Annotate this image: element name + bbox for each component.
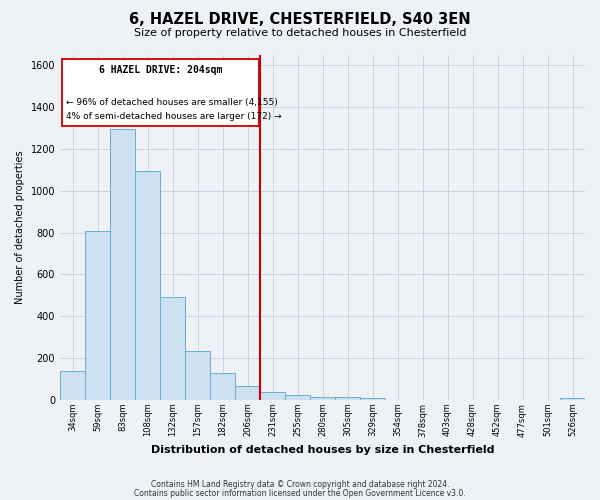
Text: ← 96% of detached houses are smaller (4,155): ← 96% of detached houses are smaller (4,…: [66, 98, 278, 106]
Bar: [260, 392, 285, 400]
Bar: [560, 398, 585, 400]
Text: Size of property relative to detached houses in Chesterfield: Size of property relative to detached ho…: [134, 28, 466, 38]
Bar: [310, 397, 335, 400]
Text: 6, HAZEL DRIVE, CHESTERFIELD, S40 3EN: 6, HAZEL DRIVE, CHESTERFIELD, S40 3EN: [129, 12, 471, 28]
Y-axis label: Number of detached properties: Number of detached properties: [15, 150, 25, 304]
Bar: [110, 129, 135, 400]
Bar: [85, 230, 110, 400]
Bar: [335, 398, 360, 400]
Bar: [135, 171, 160, 400]
Bar: [285, 394, 310, 400]
Text: Contains HM Land Registry data © Crown copyright and database right 2024.: Contains HM Land Registry data © Crown c…: [151, 480, 449, 489]
Bar: [210, 372, 235, 400]
Text: 6 HAZEL DRIVE: 204sqm: 6 HAZEL DRIVE: 204sqm: [99, 66, 222, 76]
Bar: [60, 370, 85, 400]
Text: 4% of semi-detached houses are larger (172) →: 4% of semi-detached houses are larger (1…: [66, 112, 281, 121]
Bar: [160, 298, 185, 400]
FancyBboxPatch shape: [62, 59, 259, 126]
Text: Contains public sector information licensed under the Open Government Licence v3: Contains public sector information licen…: [134, 488, 466, 498]
X-axis label: Distribution of detached houses by size in Chesterfield: Distribution of detached houses by size …: [151, 445, 494, 455]
Bar: [360, 398, 385, 400]
Bar: [235, 386, 260, 400]
Bar: [185, 351, 210, 400]
